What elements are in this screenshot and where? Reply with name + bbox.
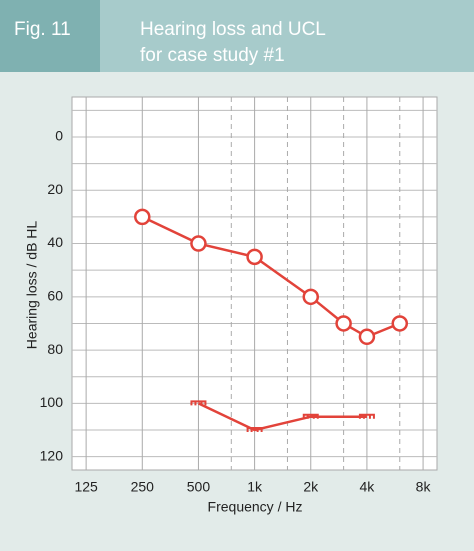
data-point <box>335 315 352 332</box>
data-point <box>358 328 376 346</box>
data-point <box>190 400 207 406</box>
x-tick-label: 1k <box>247 479 263 495</box>
x-tick-label: 4k <box>360 479 376 495</box>
x-tick-label: 500 <box>187 479 211 495</box>
data-point <box>190 235 207 252</box>
series-line <box>197 402 367 432</box>
x-tick-label: 2k <box>303 479 319 495</box>
y-tick-label: 60 <box>47 288 63 304</box>
data-point <box>246 248 263 266</box>
data-point <box>134 208 151 226</box>
fig-label: Fig. 11 <box>14 19 71 40</box>
x-axis-label: Frequency / Hz <box>208 499 303 515</box>
data-point <box>302 413 319 419</box>
y-axis-label: Hearing loss / dB HL <box>24 221 40 350</box>
y-tick-label: 40 <box>47 234 63 250</box>
y-tick-label: 100 <box>40 394 64 410</box>
data-point <box>302 288 320 306</box>
y-tick-label: 20 <box>47 181 63 197</box>
y-tick-label: 80 <box>47 341 63 357</box>
y-tick-label: 0 <box>55 128 63 144</box>
data-point <box>246 427 263 433</box>
x-tick-label: 250 <box>131 479 155 495</box>
x-tick-label: 125 <box>74 479 98 495</box>
data-point <box>358 413 375 419</box>
fig-box <box>0 0 100 72</box>
data-point <box>391 315 409 332</box>
chart-title: Hearing loss and UCL <box>140 19 326 40</box>
y-tick-label: 120 <box>40 447 64 463</box>
chart-title: for case study #1 <box>140 45 285 66</box>
x-tick-label: 8k <box>416 479 432 495</box>
